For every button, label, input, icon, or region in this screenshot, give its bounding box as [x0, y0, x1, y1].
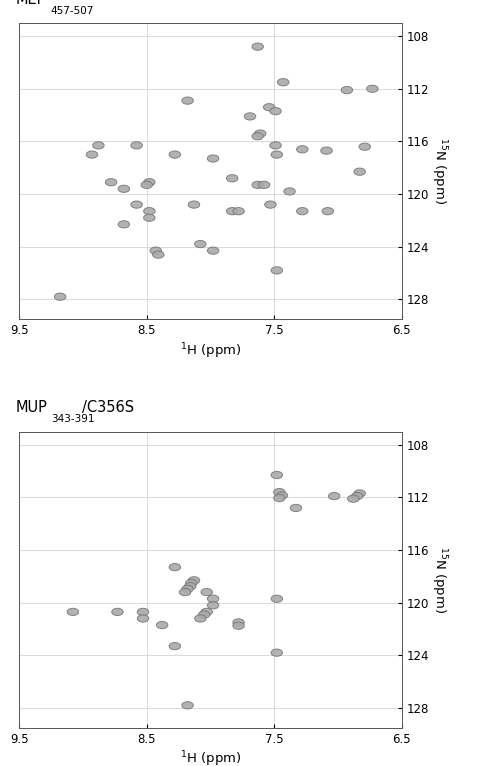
Ellipse shape [255, 130, 266, 137]
Ellipse shape [263, 103, 275, 111]
Ellipse shape [322, 208, 333, 214]
Ellipse shape [244, 113, 256, 120]
Ellipse shape [273, 489, 285, 496]
Ellipse shape [252, 43, 263, 51]
Ellipse shape [348, 495, 359, 502]
Ellipse shape [169, 643, 181, 650]
Ellipse shape [150, 247, 162, 254]
Ellipse shape [207, 595, 219, 602]
Ellipse shape [290, 504, 302, 512]
Ellipse shape [270, 142, 281, 149]
Ellipse shape [195, 241, 206, 247]
Ellipse shape [329, 493, 340, 499]
Ellipse shape [201, 588, 212, 596]
Text: /C356S: /C356S [82, 401, 135, 415]
Ellipse shape [227, 175, 238, 182]
Ellipse shape [271, 595, 283, 602]
Ellipse shape [195, 615, 206, 622]
Ellipse shape [131, 201, 142, 208]
Ellipse shape [341, 87, 353, 93]
Ellipse shape [271, 267, 283, 274]
Ellipse shape [118, 185, 130, 192]
Ellipse shape [265, 201, 276, 208]
Ellipse shape [118, 221, 130, 228]
Ellipse shape [270, 107, 281, 115]
Ellipse shape [271, 649, 283, 656]
Ellipse shape [273, 494, 285, 502]
Ellipse shape [277, 79, 289, 86]
Ellipse shape [137, 615, 149, 622]
Ellipse shape [106, 178, 117, 186]
Text: 343-391: 343-391 [51, 414, 94, 424]
Ellipse shape [156, 621, 168, 629]
Ellipse shape [184, 583, 196, 590]
Ellipse shape [179, 588, 191, 596]
Ellipse shape [297, 208, 308, 214]
Ellipse shape [131, 142, 142, 149]
Ellipse shape [137, 608, 149, 616]
Ellipse shape [144, 214, 155, 221]
Ellipse shape [354, 489, 365, 497]
Ellipse shape [169, 564, 181, 571]
Ellipse shape [67, 608, 78, 616]
Ellipse shape [207, 155, 219, 162]
Ellipse shape [198, 611, 210, 618]
Ellipse shape [141, 182, 152, 188]
Ellipse shape [233, 619, 244, 626]
Ellipse shape [169, 151, 181, 159]
Ellipse shape [233, 622, 244, 630]
Text: MEP: MEP [15, 0, 46, 7]
X-axis label: $^{1}$H (ppm): $^{1}$H (ppm) [180, 341, 241, 361]
Ellipse shape [227, 208, 238, 214]
Ellipse shape [186, 579, 197, 587]
Ellipse shape [359, 143, 370, 150]
Ellipse shape [367, 85, 378, 93]
Ellipse shape [201, 608, 212, 616]
Ellipse shape [144, 178, 155, 186]
Ellipse shape [207, 247, 219, 254]
Text: MUP: MUP [15, 401, 47, 415]
Ellipse shape [188, 201, 200, 208]
Ellipse shape [152, 251, 164, 258]
Ellipse shape [92, 142, 104, 149]
Ellipse shape [112, 608, 123, 616]
Ellipse shape [297, 146, 308, 153]
Y-axis label: $^{15}$N (ppm): $^{15}$N (ppm) [429, 546, 449, 614]
Ellipse shape [144, 208, 155, 214]
Ellipse shape [258, 182, 270, 188]
Ellipse shape [188, 577, 200, 584]
Y-axis label: $^{15}$N (ppm): $^{15}$N (ppm) [429, 137, 449, 205]
Ellipse shape [54, 293, 66, 300]
Ellipse shape [252, 133, 263, 139]
Ellipse shape [207, 601, 219, 609]
Text: 457-507: 457-507 [51, 5, 94, 15]
Ellipse shape [252, 182, 263, 188]
Ellipse shape [182, 585, 193, 592]
X-axis label: $^{1}$H (ppm): $^{1}$H (ppm) [180, 750, 241, 766]
Ellipse shape [271, 471, 283, 479]
Ellipse shape [321, 147, 332, 154]
Ellipse shape [182, 702, 193, 709]
Ellipse shape [351, 493, 363, 499]
Ellipse shape [276, 492, 287, 499]
Ellipse shape [86, 151, 98, 159]
Ellipse shape [182, 97, 193, 104]
Ellipse shape [233, 208, 244, 214]
Ellipse shape [354, 168, 365, 175]
Ellipse shape [271, 151, 283, 159]
Ellipse shape [284, 188, 295, 195]
